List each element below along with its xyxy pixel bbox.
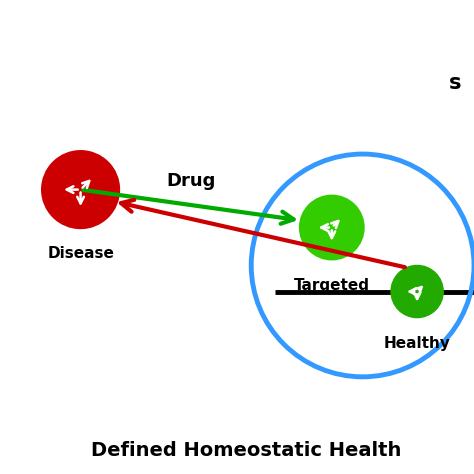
Text: Disease: Disease xyxy=(47,246,114,262)
Text: Targeted: Targeted xyxy=(294,278,370,293)
Circle shape xyxy=(300,195,364,260)
Circle shape xyxy=(42,151,119,228)
Text: Defined Homeostatic Health: Defined Homeostatic Health xyxy=(91,441,401,460)
Text: Drug: Drug xyxy=(166,173,216,190)
Circle shape xyxy=(391,265,443,318)
Text: Healthy: Healthy xyxy=(383,336,451,351)
Text: s: s xyxy=(449,73,461,93)
